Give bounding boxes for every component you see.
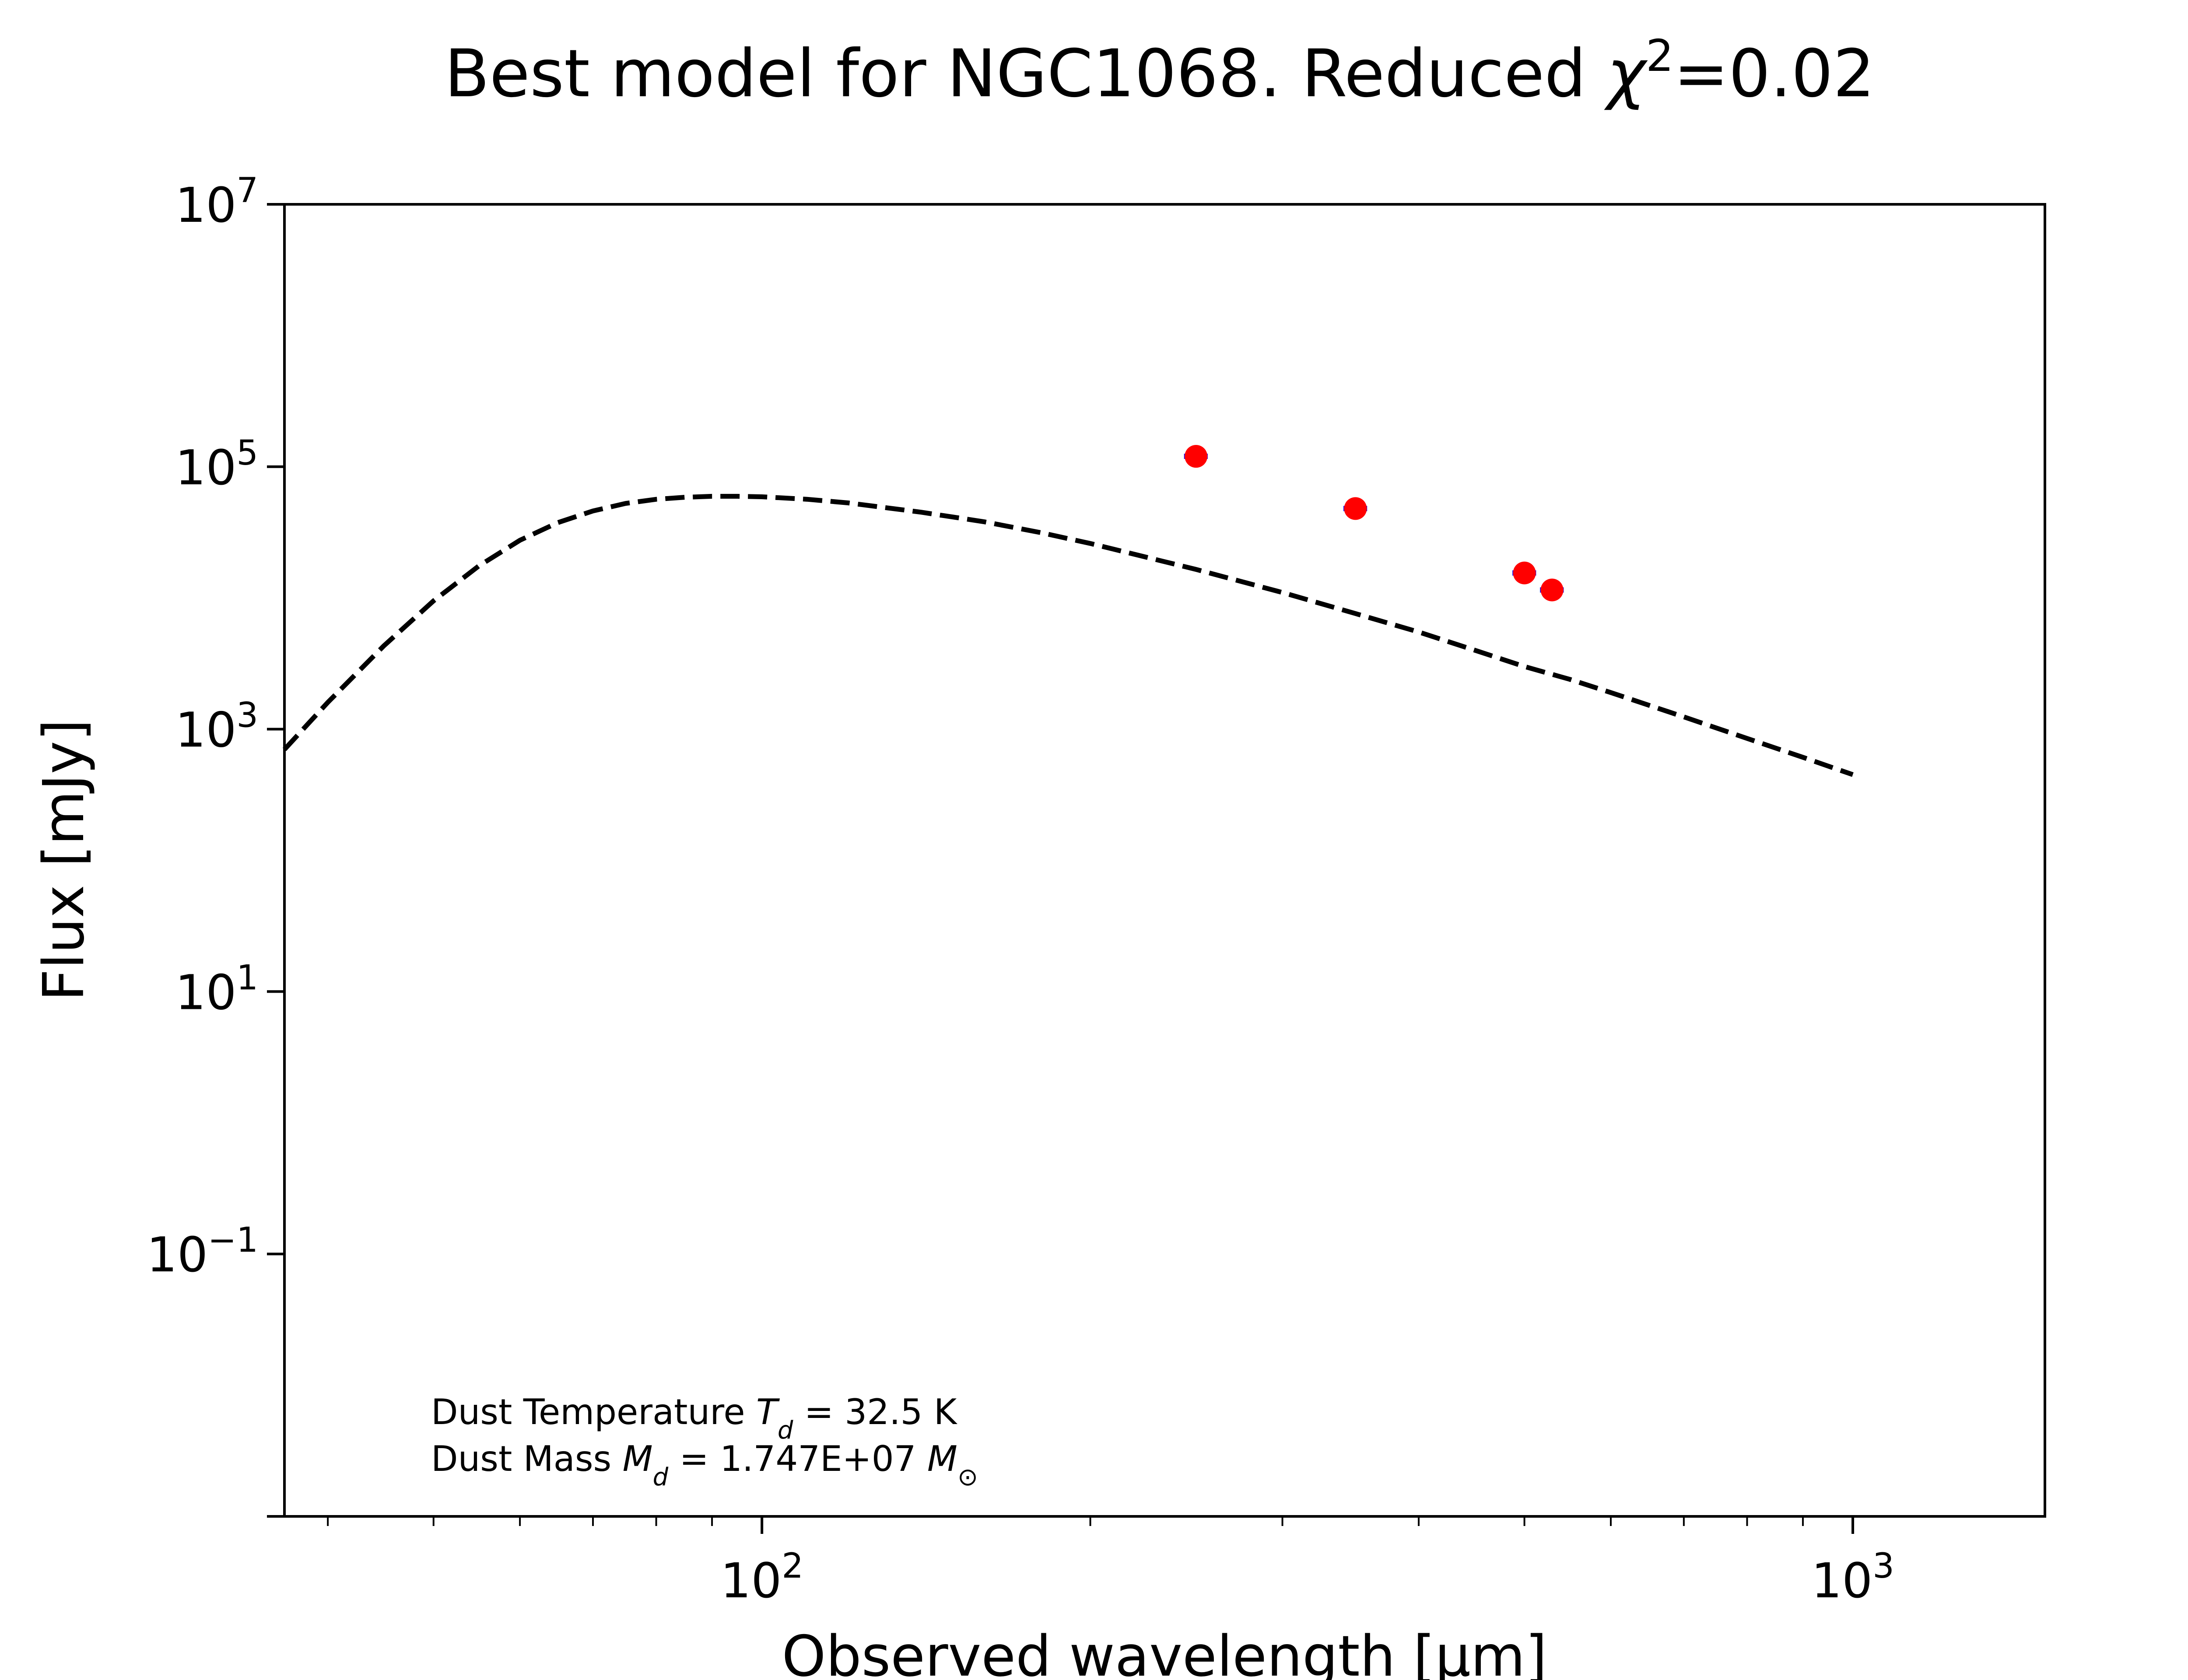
plot-frame xyxy=(283,203,2046,1518)
dust-temperature-annotation: Dust Temperature Td = 32.5 K xyxy=(431,1392,958,1445)
y-tick-label: 101 xyxy=(175,958,258,1020)
x-tick-label: 103 xyxy=(1811,1547,1894,1609)
x-tick-label: 102 xyxy=(720,1547,803,1609)
axis-ticks: 102 103 10−1 101 103 105 107 xyxy=(147,171,1894,1609)
chart-title: Best model for NGC1068. Reduced χ2=0.02 xyxy=(445,30,1875,112)
point-marker xyxy=(1540,578,1564,602)
point-marker xyxy=(1344,497,1367,520)
plot-area xyxy=(282,445,1854,777)
data-point xyxy=(1184,445,1208,468)
y-tick-label: 103 xyxy=(175,696,258,758)
point-marker xyxy=(1513,561,1536,584)
x-axis-label: Observed wavelength [μm] xyxy=(782,1624,1547,1680)
model-curve xyxy=(282,494,1854,777)
data-point xyxy=(1512,561,1536,584)
dust-mass-annotation: Dust Mass Md = 1.747E+07 M⊙ xyxy=(431,1438,978,1491)
point-marker xyxy=(1185,445,1208,468)
y-axis-label: Flux [mJy] xyxy=(32,719,97,1001)
data-point xyxy=(1343,497,1368,520)
y-tick-label: 105 xyxy=(175,434,258,496)
data-point xyxy=(1540,578,1564,602)
y-tick-label: 107 xyxy=(175,171,258,233)
y-tick-label: 10−1 xyxy=(147,1221,258,1283)
